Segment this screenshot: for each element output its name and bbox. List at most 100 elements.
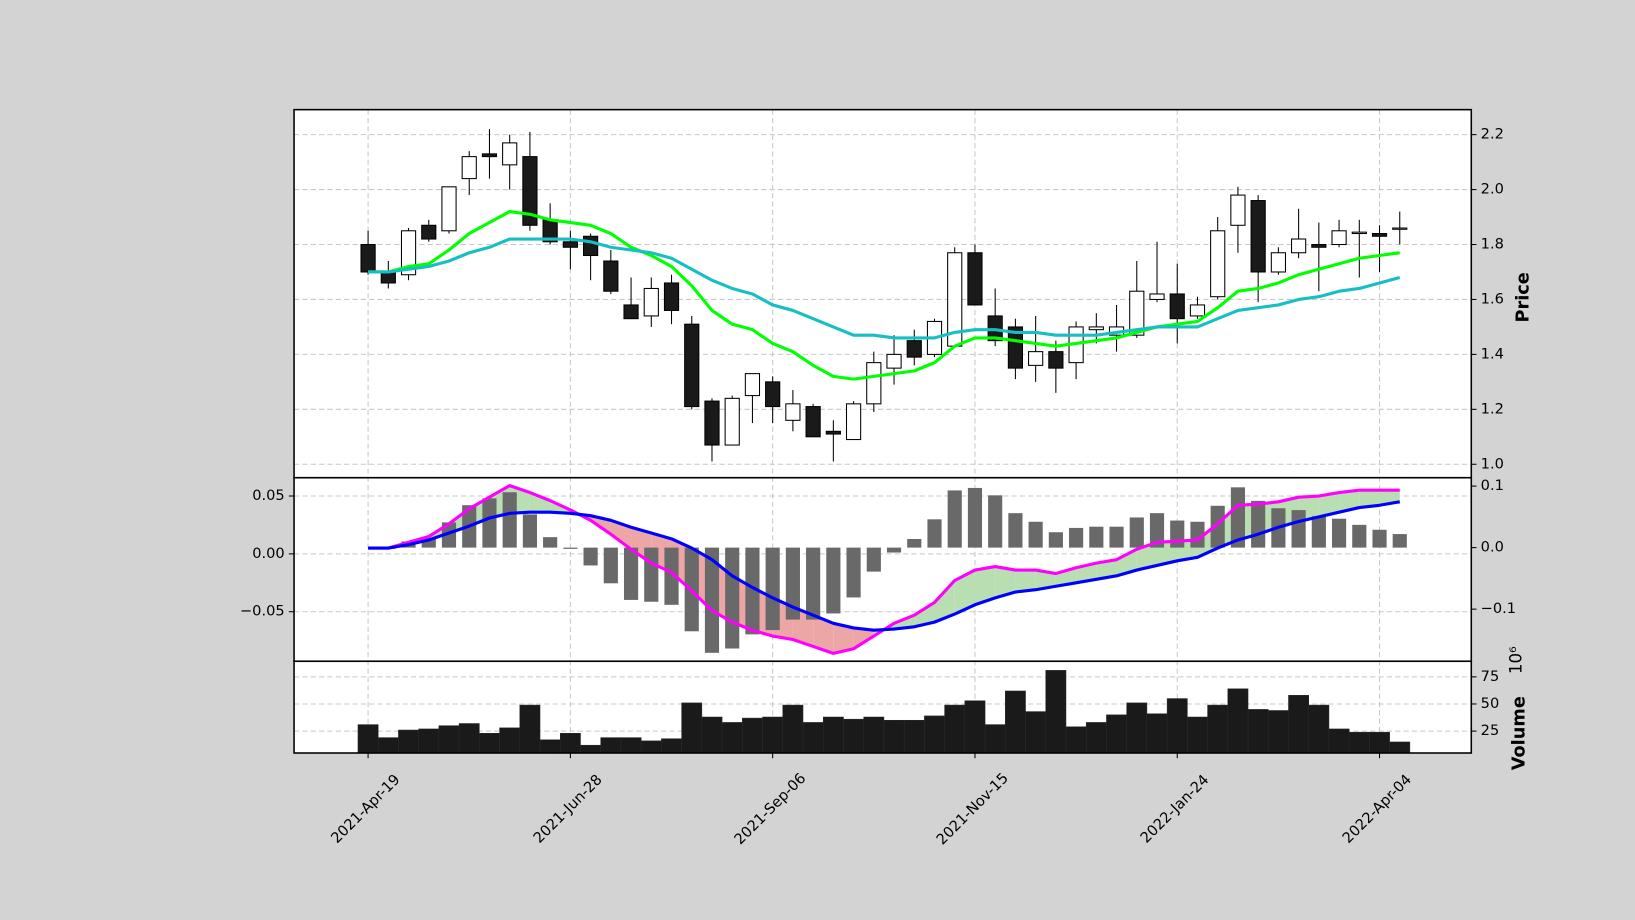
macd-fill xyxy=(1015,570,1036,593)
y-tick-label: 2.2 xyxy=(1481,126,1504,143)
macd-fill xyxy=(610,520,632,550)
histogram-bar xyxy=(1149,513,1165,548)
macd-fill xyxy=(934,580,955,623)
histogram-bar xyxy=(522,514,537,548)
candle-body xyxy=(441,186,457,232)
histogram-bar xyxy=(1170,520,1185,548)
histogram-bar xyxy=(745,547,760,635)
histogram-bar xyxy=(806,547,821,620)
volume-bar xyxy=(539,739,561,754)
histogram-bar xyxy=(947,490,962,548)
histogram-bar xyxy=(785,547,800,620)
volume-bar xyxy=(984,724,1006,754)
candle-body xyxy=(1169,293,1185,320)
volume-bar xyxy=(944,704,966,754)
volume-bar xyxy=(1308,704,1330,754)
histogram-bar xyxy=(644,547,659,602)
macd-fill xyxy=(914,602,935,627)
plot-area xyxy=(294,109,1472,754)
macd-fill xyxy=(833,623,854,654)
candle-body xyxy=(1230,194,1246,226)
histogram-bar xyxy=(927,519,942,548)
volume-bar xyxy=(883,719,905,754)
candle-body xyxy=(663,282,680,311)
candle-body xyxy=(704,400,720,446)
candle-body xyxy=(1250,200,1266,273)
candle-body xyxy=(1088,326,1104,331)
y-tick-label: 25 xyxy=(1481,722,1500,739)
histogram-bar xyxy=(623,547,639,600)
volume-bar xyxy=(1247,709,1269,754)
candle-body xyxy=(1311,243,1327,248)
volume-bar xyxy=(762,716,784,754)
volume-bar xyxy=(1389,741,1411,754)
histogram-bar xyxy=(1311,516,1326,548)
volume-bar xyxy=(1187,716,1208,754)
volume-bar xyxy=(822,716,844,754)
line xyxy=(368,209,1400,381)
volume-bar xyxy=(1065,726,1087,754)
candle-body xyxy=(522,156,538,226)
candle-body xyxy=(906,340,922,358)
macd-fill xyxy=(974,566,996,605)
macd-fill xyxy=(1359,490,1380,508)
histogram-bar xyxy=(1210,505,1225,548)
volume-bar xyxy=(479,733,500,754)
volume-bar xyxy=(1207,704,1229,754)
volume-bar xyxy=(580,744,601,754)
histogram-bar xyxy=(988,495,1003,548)
candle-body xyxy=(1007,326,1024,369)
volume-bar xyxy=(1348,731,1370,754)
histogram-bar xyxy=(1129,517,1144,548)
volume-bar xyxy=(640,740,662,754)
macd-fill xyxy=(1035,570,1056,590)
candle-body xyxy=(805,406,821,438)
candle-body xyxy=(1189,304,1206,317)
candle-body xyxy=(1270,252,1286,273)
histogram-bar xyxy=(765,547,780,631)
y-tick-label: 1.4 xyxy=(1481,345,1504,362)
histogram-bar xyxy=(826,547,841,614)
histogram-bar xyxy=(1331,518,1347,548)
candle-body xyxy=(502,142,518,166)
histogram-bar xyxy=(1109,526,1124,548)
volume-bar xyxy=(1288,695,1309,754)
histogram-bar xyxy=(1251,500,1266,548)
candle-body xyxy=(421,224,437,240)
y-tick-label: 2.0 xyxy=(1481,181,1504,198)
y-tick-label: 0.00 xyxy=(252,545,284,562)
volume-bar xyxy=(1005,690,1026,754)
volume-bar xyxy=(721,722,743,754)
candle-body xyxy=(1351,231,1367,235)
y-tick-label: 1.6 xyxy=(1481,290,1504,307)
histogram-bar xyxy=(967,487,983,548)
histogram-bar xyxy=(704,547,720,653)
volume-bar xyxy=(964,700,986,754)
panel-frame xyxy=(293,660,1473,754)
volume-bar xyxy=(863,716,885,754)
histogram-bar xyxy=(886,547,902,553)
histogram-bar xyxy=(1028,521,1043,548)
candle-body xyxy=(765,381,781,408)
candle-body xyxy=(1149,293,1165,300)
volume-bar xyxy=(377,737,399,754)
volume-bar xyxy=(398,729,419,754)
macd-fill xyxy=(853,627,874,649)
y-tick-label: −0.05 xyxy=(240,603,285,620)
histogram-bar xyxy=(421,538,436,548)
candle-body xyxy=(744,373,761,397)
volume-bar xyxy=(1025,711,1047,754)
candle-body xyxy=(623,304,639,320)
y-tick-label: 1.0 xyxy=(1481,455,1504,472)
volume-bar xyxy=(1146,713,1168,754)
volume-bar xyxy=(1227,688,1249,754)
candle-body xyxy=(1371,233,1388,237)
y-tick-label: 0.1 xyxy=(1481,477,1504,494)
macd-fill xyxy=(995,566,1016,598)
histogram-bar xyxy=(1069,527,1084,548)
candle-body xyxy=(1028,351,1044,366)
candle-body xyxy=(400,230,417,276)
candle-body xyxy=(845,403,862,441)
volume-bar xyxy=(924,715,945,754)
volume-bar xyxy=(681,702,703,754)
